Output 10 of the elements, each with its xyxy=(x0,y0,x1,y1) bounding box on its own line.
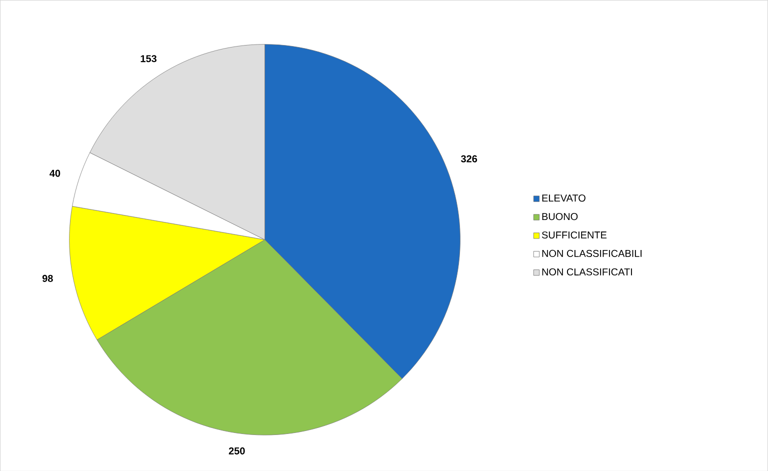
data-label: 250 xyxy=(228,447,245,454)
legend-label: SUFFICIENTE xyxy=(542,231,607,238)
data-label: 98 xyxy=(42,274,53,282)
legend-label: BUONO xyxy=(542,212,578,220)
legend-label: NON CLASSIFICATI xyxy=(542,268,632,276)
data-label: 153 xyxy=(140,54,156,62)
legend-label: NON CLASSIFICABILI xyxy=(542,250,642,257)
data-label: 40 xyxy=(50,170,60,177)
legend-label: ELEVATO xyxy=(542,194,586,202)
data-label: 326 xyxy=(460,155,478,162)
